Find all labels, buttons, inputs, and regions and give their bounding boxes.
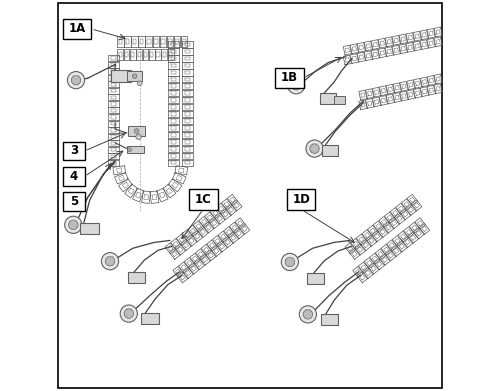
Circle shape bbox=[282, 253, 298, 271]
Text: 4: 4 bbox=[70, 170, 78, 183]
Circle shape bbox=[292, 81, 301, 90]
Bar bbox=[320, 93, 336, 104]
Circle shape bbox=[138, 81, 142, 86]
Circle shape bbox=[102, 253, 118, 270]
Bar bbox=[63, 192, 84, 211]
Text: 3: 3 bbox=[70, 144, 78, 158]
Bar bbox=[111, 70, 130, 82]
Text: 1C: 1C bbox=[195, 193, 212, 206]
Circle shape bbox=[64, 216, 82, 233]
Bar bbox=[127, 146, 144, 153]
Circle shape bbox=[68, 220, 78, 230]
Circle shape bbox=[300, 306, 316, 323]
Bar bbox=[128, 126, 146, 136]
Circle shape bbox=[128, 148, 132, 152]
Bar bbox=[276, 68, 303, 88]
Text: 1A: 1A bbox=[68, 22, 86, 36]
Bar bbox=[63, 167, 84, 186]
Bar bbox=[80, 223, 99, 234]
Circle shape bbox=[285, 257, 294, 267]
Circle shape bbox=[134, 129, 139, 133]
Circle shape bbox=[303, 310, 312, 319]
Bar bbox=[63, 19, 92, 39]
Bar bbox=[334, 96, 345, 104]
Circle shape bbox=[288, 77, 304, 94]
Circle shape bbox=[124, 309, 134, 318]
Bar bbox=[142, 313, 158, 324]
Bar bbox=[322, 145, 338, 156]
Bar bbox=[190, 189, 218, 210]
Circle shape bbox=[120, 305, 138, 322]
Circle shape bbox=[132, 74, 137, 79]
Circle shape bbox=[72, 75, 80, 85]
Text: 5: 5 bbox=[70, 195, 78, 208]
Bar bbox=[127, 71, 142, 81]
Text: 1B: 1B bbox=[281, 71, 298, 84]
Circle shape bbox=[68, 72, 84, 89]
Circle shape bbox=[136, 134, 141, 140]
Circle shape bbox=[306, 140, 323, 157]
Bar bbox=[307, 273, 324, 284]
Bar bbox=[287, 189, 316, 210]
Circle shape bbox=[310, 144, 319, 153]
Bar bbox=[321, 314, 338, 325]
Text: 1D: 1D bbox=[292, 193, 310, 206]
Bar bbox=[63, 142, 84, 160]
Circle shape bbox=[106, 256, 115, 266]
Bar bbox=[128, 272, 145, 283]
